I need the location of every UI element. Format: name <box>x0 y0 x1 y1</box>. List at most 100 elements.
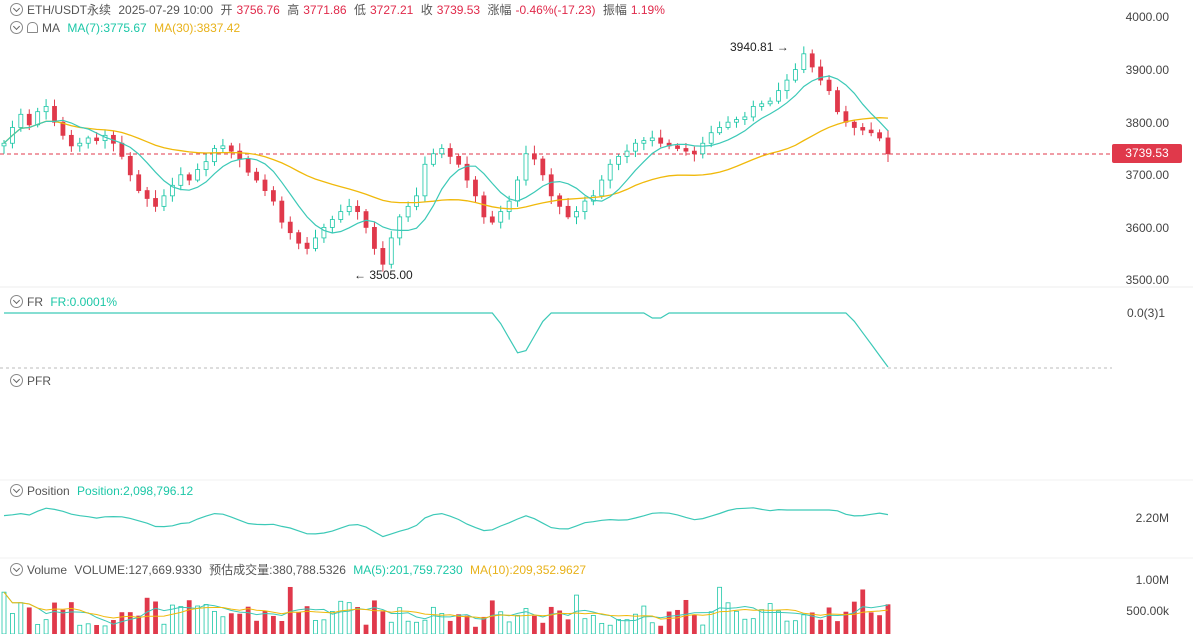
volume-bar <box>136 615 142 634</box>
volume-bar <box>262 610 268 634</box>
candle-body <box>228 145 234 152</box>
volume-bar <box>52 602 57 634</box>
candle-body <box>94 137 100 142</box>
volume-bar <box>792 620 798 634</box>
volume-bars <box>1 586 891 634</box>
volume-bar <box>237 613 243 634</box>
candle-body <box>439 148 445 155</box>
candle-body <box>700 142 706 155</box>
volume-bar <box>683 599 689 634</box>
candle-body <box>565 205 571 218</box>
est-volume-value: 预估成交量:380,788.5326 <box>209 563 346 577</box>
candle-body <box>464 163 470 181</box>
volume-bar <box>329 611 335 634</box>
volume-bar <box>77 624 83 634</box>
candle-body <box>363 211 369 228</box>
collapse-chevron-icon[interactable] <box>10 563 23 576</box>
candle-body <box>296 232 302 244</box>
volume-bar <box>447 620 453 634</box>
volume-bar <box>641 605 647 634</box>
candle-body <box>414 195 419 207</box>
volume-bar <box>809 612 815 634</box>
candle-body <box>430 153 436 165</box>
volume-bar <box>489 600 495 634</box>
candle-body <box>540 158 546 176</box>
candle-body <box>515 179 520 202</box>
candle-body <box>784 79 790 92</box>
collapse-chevron-icon[interactable] <box>10 374 23 387</box>
candle-body <box>195 169 201 181</box>
ma-name: MA <box>42 21 60 35</box>
candle-body <box>885 137 891 155</box>
datetime-label: 2025-07-29 10:00 <box>118 3 214 17</box>
collapse-chevron-icon[interactable] <box>10 484 23 497</box>
fr-name: FR <box>27 295 43 309</box>
volume-bar <box>700 624 706 634</box>
candle-body <box>750 106 756 118</box>
volume-bar <box>68 602 74 634</box>
candle-body <box>346 205 352 213</box>
collapse-chevron-icon[interactable] <box>10 21 23 34</box>
volume-bar <box>776 610 781 634</box>
volume-bar <box>94 624 100 634</box>
volume-bar <box>372 600 377 634</box>
position-legend: Position Position:2,098,796.12 <box>10 483 197 499</box>
volume-bar <box>515 614 520 634</box>
candle-body <box>498 211 504 223</box>
bell-icon[interactable] <box>27 22 38 33</box>
volume-bar <box>26 607 32 634</box>
volume-bar <box>405 620 411 634</box>
candle-body <box>329 219 335 228</box>
candle-body <box>506 200 512 213</box>
candle-body <box>826 79 832 92</box>
volume-legend: Volume VOLUME:127,669.9330 预估成交量:380,788… <box>10 562 590 578</box>
price-tick: 3700.00 <box>1125 168 1169 182</box>
volume-bar <box>759 609 765 634</box>
candle-body <box>489 216 495 223</box>
volume-axis-label: 1.00M <box>1135 573 1169 587</box>
candle-body <box>127 155 133 176</box>
candle-body <box>245 158 251 173</box>
candle-body <box>616 155 621 165</box>
amplitude-label: 振幅 <box>602 3 627 17</box>
candle-body <box>77 142 83 147</box>
volume-bar <box>599 622 605 634</box>
volume-bar <box>565 619 571 634</box>
position-value: Position:2,098,796.12 <box>77 484 194 498</box>
volume-bar <box>355 607 361 634</box>
candle-body <box>397 216 403 239</box>
open-value: 3756.76 <box>236 3 280 17</box>
volume-bar <box>649 622 655 634</box>
candle-body <box>532 153 537 160</box>
symbol-label: ETH/USDT永续 <box>27 3 112 17</box>
candle-body <box>18 113 24 128</box>
collapse-chevron-icon[interactable] <box>10 295 23 308</box>
volume-bar <box>784 620 790 634</box>
volume-bar <box>422 619 428 634</box>
volume-bar <box>271 615 276 634</box>
candle-body <box>372 226 377 249</box>
change-value: -0.46%(-17.23) <box>515 3 596 17</box>
volume-bar <box>725 602 731 634</box>
candle-body <box>851 121 857 128</box>
price-tick: 4000.00 <box>1125 10 1169 24</box>
volume-bar <box>532 615 537 634</box>
ma7-value: MA(7):3775.67 <box>67 21 147 35</box>
volume-bar <box>835 621 840 634</box>
volume-bar <box>153 601 158 634</box>
candle-body <box>649 137 655 142</box>
collapse-chevron-icon[interactable] <box>10 3 23 16</box>
candle-body <box>203 161 209 170</box>
candle-body <box>860 127 866 131</box>
volume-bar <box>540 622 546 634</box>
candle-body <box>868 129 874 134</box>
volume-name: Volume <box>27 563 68 577</box>
candle-body <box>633 142 638 152</box>
candle-body <box>287 221 293 234</box>
candle-body <box>279 200 285 223</box>
ma30-line <box>3 117 889 210</box>
candle-body <box>675 145 680 149</box>
volume-bar <box>228 613 234 634</box>
volume-bar <box>414 621 419 634</box>
